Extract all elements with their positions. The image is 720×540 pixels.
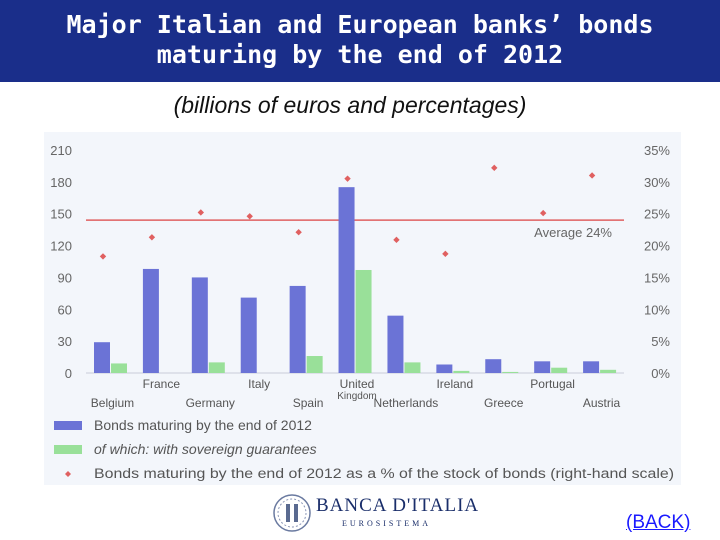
category-label: Kingdom (337, 391, 376, 402)
bar-total-6 (387, 315, 404, 373)
legend-label-guaranteed: of which: with sovereign guarantees (94, 441, 317, 457)
y-right-tick-label: 20% (644, 239, 670, 254)
category-label: Greece (484, 396, 524, 410)
bar-total-4 (289, 285, 306, 373)
category-label: Netherlands (374, 396, 439, 410)
title-bar: Major Italian and European banks’ bonds … (0, 0, 720, 82)
bar-total-8 (485, 359, 502, 373)
y-right-tick-label: 35% (644, 143, 670, 158)
bar-guaranteed-6 (404, 362, 421, 373)
y-right-tick-label: 10% (644, 302, 670, 317)
bar-guaranteed-5 (355, 269, 372, 373)
bar-guaranteed-4 (306, 356, 323, 373)
category-label: Austria (583, 396, 621, 410)
pct-marker-7 (442, 250, 449, 258)
y-left-tick-label: 0 (65, 366, 72, 381)
bar-total-5 (338, 187, 355, 373)
chart-svg: 0 30 60 90 120 150 180 210 0% 5% 10% 15% 20% 25% 30% 35… (50, 143, 674, 481)
category-label: France (143, 377, 181, 391)
back-link[interactable]: (BACK) (626, 512, 691, 533)
y-left-tick-label: 180 (50, 175, 72, 190)
bar-total-10 (583, 361, 600, 373)
bar-total-0 (94, 342, 110, 373)
pct-marker-4 (295, 228, 302, 236)
legend-swatch-total (54, 421, 82, 430)
bar-guaranteed-9 (551, 367, 568, 373)
y-left-tick-label: 60 (58, 302, 72, 317)
category-label: United (340, 377, 375, 391)
slide-title-line2: maturing by the end of 2012 (156, 40, 564, 69)
logo-subtitle: EUROSISTEMA (342, 519, 432, 528)
bar-guaranteed-0 (111, 363, 127, 373)
bar-guaranteed-10 (600, 369, 617, 373)
logo: BANCA D'ITALIA EUROSISTEMA (272, 491, 478, 537)
category-label: Germany (186, 396, 235, 410)
y-right-tick-label: 0% (651, 366, 670, 381)
y-left-tick-label: 90 (58, 270, 72, 285)
bar-guaranteed-8 (502, 371, 519, 373)
bar-total-9 (534, 361, 551, 373)
bar-guaranteed-2 (208, 362, 225, 373)
pct-marker-2 (197, 209, 205, 216)
bar-guaranteed-7 (453, 370, 470, 373)
category-label: Ireland (436, 377, 473, 391)
category-label: Portugal (530, 377, 575, 391)
pct-marker-9 (539, 209, 547, 217)
slide-title-line1: Major Italian and European banks’ bonds (66, 10, 654, 39)
bar-total-1 (142, 268, 159, 373)
logo-name: BANCA D'ITALIA (316, 495, 480, 516)
pct-marker-10 (588, 172, 596, 179)
y-left-tick-label: 210 (50, 143, 72, 158)
legend-swatch-guaranteed (54, 445, 82, 454)
pct-marker-6 (393, 236, 400, 244)
legend-label-pct: Bonds maturing by the end of 2012 as a %… (94, 466, 674, 481)
pct-marker-1 (148, 234, 156, 241)
legend-label-total: Bonds maturing by the end of 2012 (94, 417, 312, 433)
y-left-tick-label: 150 (50, 207, 72, 222)
pct-marker-0 (99, 253, 107, 260)
y-right-tick-label: 5% (651, 334, 670, 349)
category-label: Italy (248, 377, 270, 391)
pct-marker-8 (491, 164, 498, 172)
bar-total-7 (436, 364, 453, 373)
category-label: Spain (293, 396, 324, 410)
slide-subtitle: (billions of euros and percentages) (173, 92, 527, 118)
average-label: Average 24% (534, 225, 612, 240)
y-left-tick-label: 120 (50, 239, 72, 254)
bar-total-2 (191, 277, 208, 373)
y-right-tick-label: 25% (644, 207, 670, 222)
legend-swatch-pct (65, 471, 71, 477)
y-left-tick-label: 30 (58, 334, 72, 349)
category-label: Belgium (91, 396, 134, 410)
pct-marker-3 (246, 213, 253, 220)
chart-panel: 0 30 60 90 120 150 180 210 0% 5% 10% 15% 20% 25% 30% 35… (44, 132, 681, 485)
bar-total-3 (240, 297, 257, 373)
bank-emblem-icon (273, 494, 311, 532)
y-right-tick-label: 15% (644, 270, 670, 285)
y-right-tick-label: 30% (644, 175, 670, 190)
pct-marker-5 (344, 175, 351, 182)
